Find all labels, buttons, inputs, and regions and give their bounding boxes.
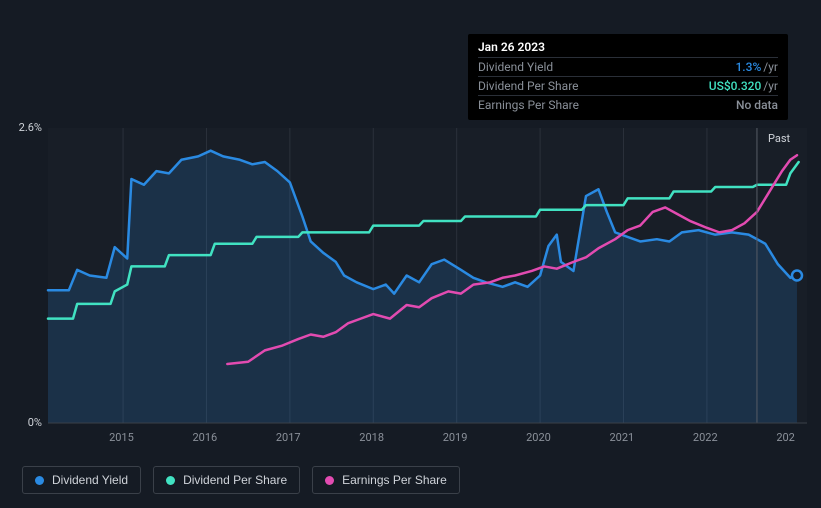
tooltip-row: Earnings Per Share No data	[478, 95, 778, 114]
legend-item-dividend-yield[interactable]: Dividend Yield	[22, 466, 141, 494]
tooltip-row-value: 1.3%/yr	[735, 60, 778, 74]
x-tick-label: 2017	[276, 431, 301, 444]
legend-item-label: Earnings Per Share	[342, 473, 447, 487]
tooltip: Jan 26 2023Dividend Yield1.3%/yrDividend…	[468, 34, 788, 120]
legend-dot-icon	[325, 476, 334, 485]
tooltip-row-label: Dividend Per Share	[478, 79, 579, 93]
x-tick-label: 2016	[192, 431, 217, 444]
legend-dot-icon	[166, 476, 175, 485]
tooltip-row-value: US$0.320/yr	[709, 79, 778, 93]
legend: Dividend Yield Dividend Per Share Earnings…	[22, 466, 460, 494]
legend-item-label: Dividend Yield	[52, 473, 128, 487]
legend-dot-icon	[35, 476, 44, 485]
y-tick-label: 2.6%	[19, 121, 42, 134]
past-label: Past	[768, 132, 790, 145]
tooltip-row-label: Dividend Yield	[478, 60, 553, 74]
x-tick-label: 202	[776, 431, 795, 444]
x-tick-label: 2015	[109, 431, 134, 444]
x-tick-label: 2018	[359, 431, 384, 444]
x-tick-label: 2022	[693, 431, 718, 444]
tooltip-date: Jan 26 2023	[478, 40, 778, 54]
legend-item-earnings-per-share[interactable]: Earnings Per Share	[312, 466, 460, 494]
legend-item-label: Dividend Per Share	[183, 473, 287, 487]
tooltip-row: Dividend Per Share US$0.320/yr	[478, 76, 778, 95]
tooltip-row-value: No data	[736, 98, 778, 112]
tooltip-row: Dividend Yield 1.3%/yr	[478, 57, 778, 76]
x-tick-label: 2021	[610, 431, 635, 444]
legend-item-dividend-per-share[interactable]: Dividend Per Share	[153, 466, 300, 494]
y-tick-label: 0%	[28, 416, 42, 429]
x-tick-label: 2020	[526, 431, 551, 444]
tooltip-row-label: Earnings Per Share	[478, 98, 579, 112]
end-marker-dividend-yield	[792, 271, 802, 281]
x-tick-label: 2019	[443, 431, 468, 444]
